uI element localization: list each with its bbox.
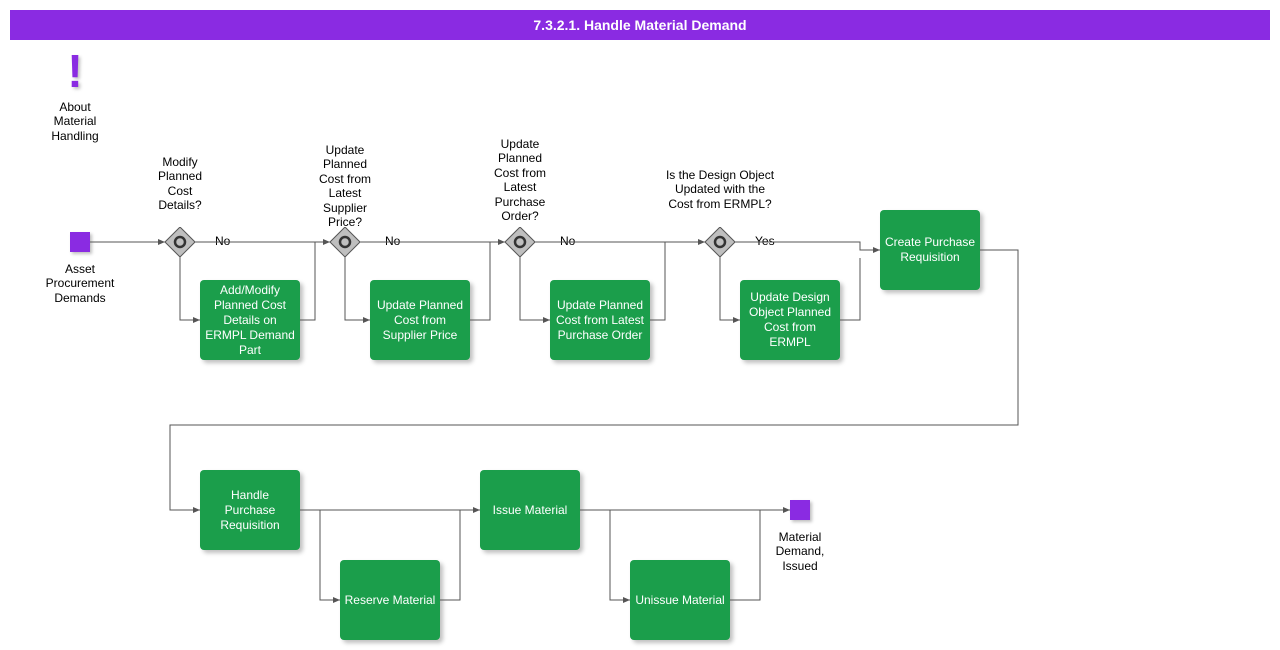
gateway-icon: [705, 227, 735, 257]
start-event: [70, 232, 90, 252]
gateway-design-object-label: Is the Design Object Updated with the Co…: [650, 168, 790, 211]
gateway-supplier-price-label: Update Planned Cost from Latest Supplier…: [303, 143, 387, 229]
task-issue-material: Issue Material: [480, 470, 580, 550]
task-create-pr: Create Purchase Requisition: [880, 210, 980, 290]
gateway-modify-cost: [165, 227, 195, 257]
task-reserve-material: Reserve Material: [340, 560, 440, 640]
gateway-purchase-order-label: Update Planned Cost from Latest Purchase…: [478, 137, 562, 223]
title-bar: 7.3.2.1. Handle Material Demand: [10, 10, 1270, 40]
gateway-icon: [330, 227, 360, 257]
gateway-icon: [505, 227, 535, 257]
gateway-supplier-price: [330, 227, 360, 257]
task-unissue-material: Unissue Material: [630, 560, 730, 640]
gateway-modify-cost-label: Modify Planned Cost Details?: [140, 155, 220, 213]
gateway-icon: [165, 227, 195, 257]
edge-label-g4-yes: Yes: [755, 234, 775, 248]
edge-label-g1-no: No: [215, 234, 230, 248]
exclamation-icon: !: [50, 48, 100, 94]
edge-label-g2-no: No: [385, 234, 400, 248]
flowchart-canvas: 7.3.2.1. Handle Material Demand ! About …: [0, 0, 1280, 650]
task-update-design-object: Update Design Object Planned Cost from E…: [740, 280, 840, 360]
about-notice: !: [50, 48, 100, 94]
task-update-purchase-order: Update Planned Cost from Latest Purchase…: [550, 280, 650, 360]
about-notice-label: About Material Handling: [40, 100, 110, 143]
task-update-supplier-price: Update Planned Cost from Supplier Price: [370, 280, 470, 360]
start-event-label: Asset Procurement Demands: [40, 262, 120, 305]
edge-label-g3-no: No: [560, 234, 575, 248]
task-add-modify-cost: Add/Modify Planned Cost Details on ERMPL…: [200, 280, 300, 360]
end-event-label: Material Demand, Issued: [770, 530, 830, 573]
gateway-design-object: [705, 227, 735, 257]
task-handle-pr: Handle Purchase Requisition: [200, 470, 300, 550]
gateway-purchase-order: [505, 227, 535, 257]
end-event: [790, 500, 810, 520]
